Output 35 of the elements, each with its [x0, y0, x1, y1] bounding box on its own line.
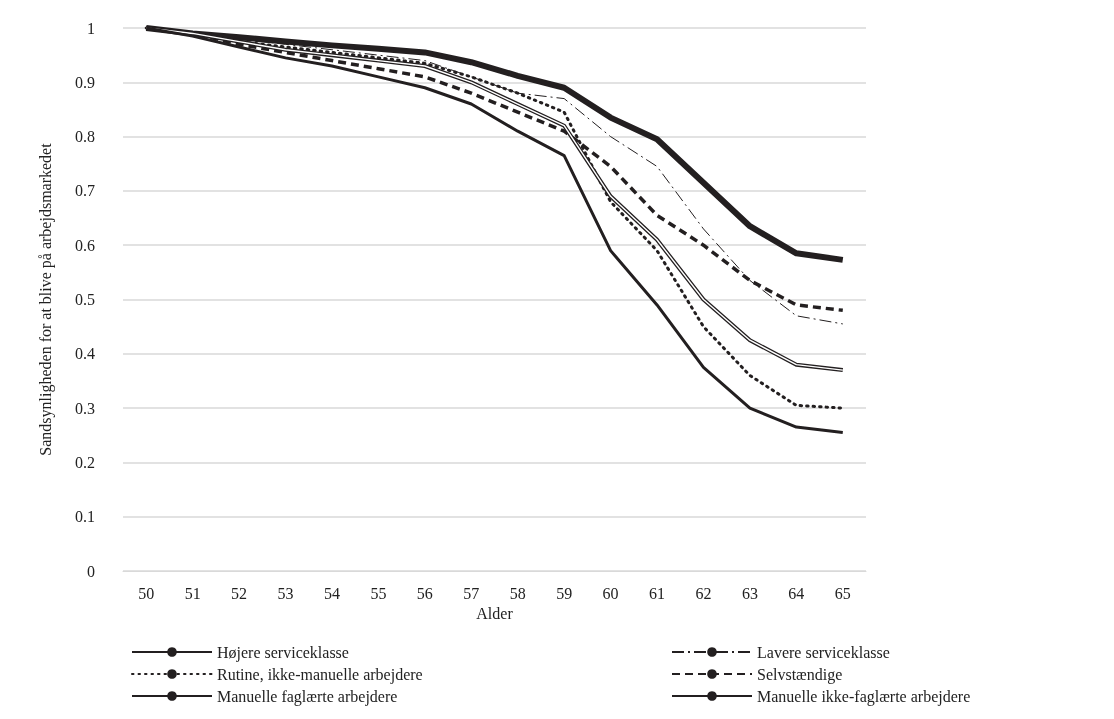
y-tick-label: 0.8	[75, 128, 95, 146]
legend-label: Manuelle faglærte arbejdere	[217, 687, 398, 706]
y-tick-label: 0.3	[75, 399, 95, 417]
x-tick-label: 51	[184, 584, 201, 602]
x-tick-label: 60	[602, 584, 619, 602]
legend-label: Selvstændige	[757, 665, 843, 684]
y-tick-label: 0.6	[75, 236, 95, 254]
legend-label: Højere serviceklasse	[217, 643, 349, 662]
x-tick-label: 54	[323, 584, 340, 602]
x-tick-label: 58	[509, 584, 526, 602]
x-tick-label: 62	[695, 584, 712, 602]
x-tick-label: 63	[741, 584, 758, 602]
y-tick-label: 0.4	[75, 345, 95, 363]
y-tick-label: 0.2	[75, 453, 95, 471]
y-tick-label: 0.1	[75, 508, 95, 526]
y-axis-title: Sandsynligheden for at blive på arbejdsmarkedet	[36, 142, 55, 456]
x-tick-label: 59	[556, 584, 573, 602]
x-tick-label: 61	[649, 584, 666, 602]
x-tick-label: 52	[231, 584, 248, 602]
legend-label: Rutine, ikke-manuelle arbejdere	[217, 665, 423, 684]
y-tick-label: 0.5	[75, 291, 95, 308]
x-tick-label: 65	[834, 584, 851, 602]
x-tick-label: 57	[463, 584, 480, 602]
x-axis-title: Alder	[476, 605, 514, 623]
x-tick-label: 50	[138, 584, 155, 602]
x-tick-label: 56	[416, 584, 433, 602]
x-tick-label: 55	[370, 584, 387, 602]
x-tick-label: 64	[788, 584, 805, 602]
y-tick-label: 0	[87, 562, 95, 580]
x-tick-label: 53	[277, 584, 294, 602]
y-tick-label: 1	[87, 19, 95, 37]
legend-label: Manuelle ikke-faglærte arbejdere	[757, 687, 971, 706]
y-tick-label: 0.9	[75, 73, 95, 91]
legend-label: Lavere serviceklasse	[757, 643, 890, 661]
y-tick-label: 0.7	[75, 182, 95, 200]
